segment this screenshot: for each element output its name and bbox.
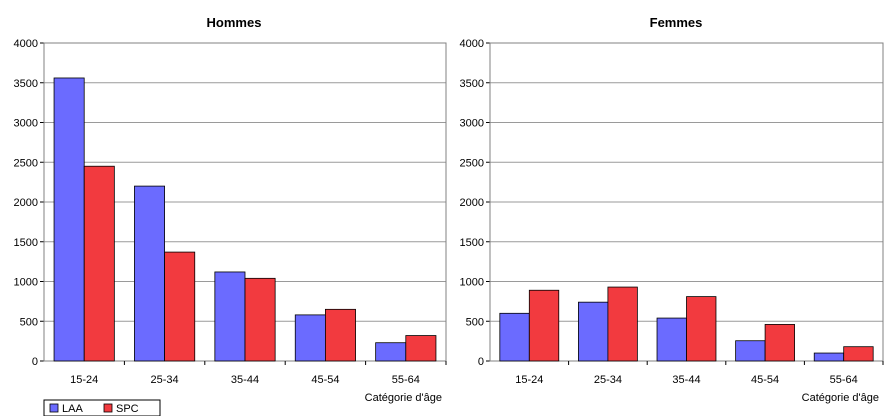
bar-spc-15-24 [528,289,560,362]
legend-label-laa: LAA [62,403,83,415]
legend-label-spc: SPC [116,403,139,415]
y-tick-label: 3000 [460,118,484,130]
y-tick-label: 3500 [460,78,484,90]
x-tick-label: 25-34 [594,374,622,386]
bar-laa-25-34 [578,301,609,362]
y-tick-label: 0 [32,356,38,368]
bar-laa-45-54 [735,340,766,362]
bar-laa-55-64 [813,352,845,362]
bar-laa-35-44 [656,317,687,362]
bar-laa-15-24 [499,312,530,362]
x-tick-label: 55-64 [392,374,420,386]
y-tick-label: 1500 [14,237,38,249]
bar-spc-25-34 [607,286,638,362]
chart-title: Hommes [207,15,262,30]
y-tick-label: 0 [478,356,484,368]
legend: LAA SPC [43,399,161,416]
x-tick-label: 55-64 [830,374,858,386]
legend-swatch-laa [49,403,59,413]
y-tick-label: 2000 [14,197,38,209]
y-tick-label: 500 [20,316,38,328]
x-tick-label: 45-54 [751,374,779,386]
y-tick-label: 500 [466,316,484,328]
bar-spc-35-44 [686,296,717,362]
y-tick-label: 4000 [14,38,38,50]
y-tick-label: 2000 [460,197,484,209]
chart-title: Femmes [650,15,703,30]
x-tick-label: 15-24 [70,374,98,386]
bar-laa-25-34 [134,185,165,362]
legend-swatch-spc [103,403,113,413]
y-tick-label: 4000 [460,38,484,50]
x-tick-label: 45-54 [311,374,339,386]
x-tick-label: 15-24 [515,374,543,386]
x-axis-title: Catégorie d'âge [365,392,442,404]
bar-spc-45-54 [324,308,356,362]
chart-1: Hommes 0 500 1000 1500 2000 2500 3000 3500 4000 15… [14,15,447,404]
y-tick-label: 3500 [14,78,38,90]
bar-spc-55-64 [405,335,437,362]
bar-spc-25-34 [164,251,196,362]
x-tick-label: 35-44 [672,374,700,386]
y-tick-label: 1500 [460,237,484,249]
y-tick-label: 2500 [14,157,38,169]
y-tick-label: 1000 [14,277,38,289]
x-axis-title: Catégorie d'âge [802,392,879,404]
chart-2: Femmes 0 500 1000 1500 2000 2500 3000 3500 4000 15… [460,15,884,404]
bar-spc-35-44 [244,277,276,362]
legend-box [43,399,161,416]
y-tick-label: 3000 [14,118,38,130]
bar-laa-55-64 [375,342,407,362]
bar-laa-35-44 [214,271,246,362]
x-tick-label: 25-34 [151,374,179,386]
y-tick-label: 2500 [460,157,484,169]
bar-laa-15-24 [53,77,85,362]
x-tick-label: 35-44 [231,374,259,386]
bar-laa-45-54 [294,314,326,362]
bar-spc-15-24 [83,165,115,362]
bar-spc-45-54 [764,324,795,362]
y-tick-label: 1000 [460,277,484,289]
bar-spc-55-64 [843,346,874,362]
